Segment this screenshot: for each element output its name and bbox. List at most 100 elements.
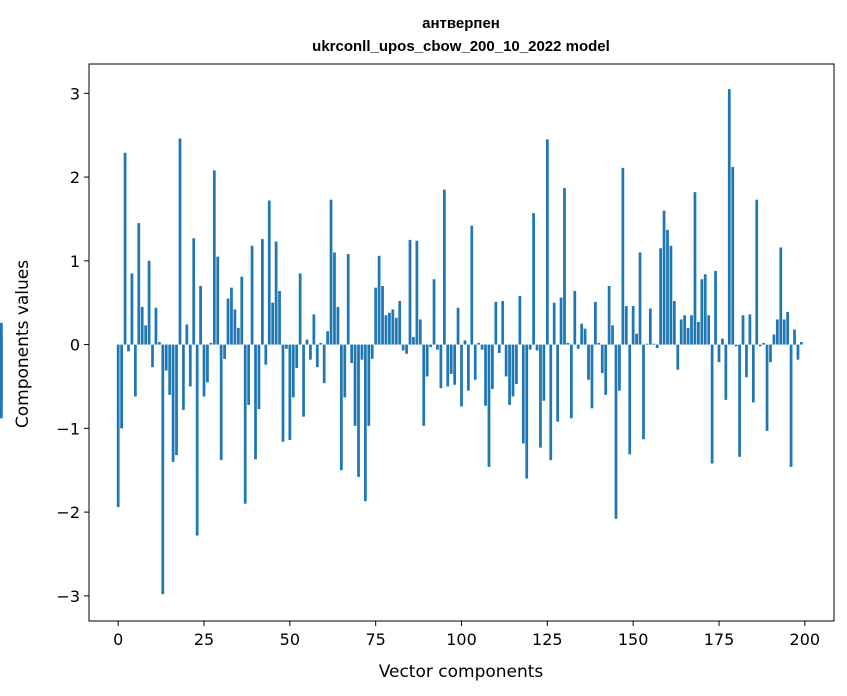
y-tick-label: 0 [70, 336, 80, 355]
bar-192 [775, 319, 779, 345]
bar-61 [326, 331, 329, 345]
bar-31 [223, 344, 226, 359]
bar-23 [195, 344, 199, 536]
bar-175 [717, 344, 721, 363]
bar-130 [563, 187, 566, 345]
bar-180 [734, 344, 738, 347]
bar-153 [642, 344, 645, 440]
bar-103 [470, 225, 474, 345]
bar-51 [291, 344, 295, 398]
bar-164 [679, 319, 683, 345]
bar-29 [216, 256, 220, 345]
bar-64 [336, 306, 340, 345]
bar-20 [185, 324, 189, 345]
bar-173 [710, 344, 714, 464]
bar-60 [322, 344, 326, 384]
bar-117 [518, 296, 522, 345]
bar-74 [370, 344, 374, 359]
bar-90 [425, 344, 429, 377]
bar-145 [614, 344, 618, 519]
bar-187 [758, 344, 762, 347]
bar-158 [659, 248, 662, 345]
bar-96 [446, 344, 450, 387]
bar-85 [408, 239, 412, 345]
bar-8 [144, 325, 148, 345]
bar-190 [769, 344, 772, 363]
bar-143 [607, 285, 611, 345]
bar-25 [202, 344, 206, 397]
y-tick-label: 2 [70, 168, 80, 187]
bar-138 [590, 344, 594, 409]
bar-95 [442, 189, 446, 345]
bar-108 [487, 344, 491, 467]
bar-0 [116, 344, 120, 508]
bar-162 [672, 301, 676, 345]
bar-6 [137, 223, 141, 345]
bar-54 [302, 344, 305, 417]
x-tick-label: 125 [532, 630, 563, 649]
bar-146 [618, 344, 621, 391]
bar-93 [436, 344, 439, 350]
bar-34 [233, 309, 237, 345]
bar-62 [329, 199, 333, 345]
y-tick-label: 1 [70, 252, 80, 271]
plot-frame [88, 63, 835, 622]
bar-30 [219, 344, 223, 461]
bar-86 [412, 337, 415, 345]
bar-176 [721, 338, 724, 345]
bar-155 [648, 308, 652, 345]
bar-113 [504, 344, 508, 377]
bar-59 [319, 342, 323, 345]
bar-98 [453, 344, 457, 385]
bar-42 [261, 239, 264, 345]
bar-191 [772, 334, 776, 345]
bar-28 [212, 170, 216, 345]
bar-16 [171, 344, 175, 462]
bar-undefined [0, 344, 3, 419]
bar-166 [686, 327, 690, 345]
bar-185 [751, 344, 755, 403]
bar-151 [635, 333, 638, 345]
bar-97 [449, 344, 453, 374]
bar-11 [154, 307, 158, 345]
bar-18 [178, 138, 182, 345]
bar-120 [528, 344, 532, 350]
bar-178 [727, 89, 731, 345]
bar-82 [398, 301, 402, 345]
bar-63 [333, 252, 336, 345]
bar-144 [611, 325, 614, 345]
x-axis-ticks: 0 25 50 75 100 125 150 175 200 [113, 621, 820, 649]
bar-10 [151, 344, 154, 368]
bar-80 [391, 309, 395, 345]
chart-subtitle: ukrconll_upos_cbow_200_10_2022 model [312, 38, 610, 55]
bar-70 [357, 344, 360, 477]
bar-100 [460, 344, 463, 407]
bar-84 [405, 344, 408, 354]
bar-52 [295, 344, 299, 369]
bar-167 [690, 315, 693, 345]
bar-181 [738, 344, 741, 457]
x-tick-label: 200 [790, 630, 821, 649]
bar-75 [374, 287, 378, 345]
bar-156 [652, 343, 656, 345]
bars-group [0, 89, 803, 595]
bar-35 [236, 327, 240, 345]
bar-94 [439, 344, 443, 389]
bar-38 [247, 344, 251, 405]
bar-36 [240, 276, 244, 345]
bar-140 [597, 342, 601, 345]
bar-107 [484, 344, 487, 406]
bar-112 [501, 301, 505, 345]
bar-92 [432, 279, 436, 345]
bar-148 [624, 306, 628, 345]
bar-undefined [0, 322, 3, 345]
bar-19 [182, 344, 185, 410]
bar-131 [566, 342, 570, 345]
bar-182 [741, 315, 745, 345]
bar-135 [580, 323, 584, 345]
bar-149 [628, 344, 632, 455]
bar-177 [724, 344, 728, 400]
bar-174 [714, 270, 717, 345]
bar-179 [731, 167, 735, 345]
